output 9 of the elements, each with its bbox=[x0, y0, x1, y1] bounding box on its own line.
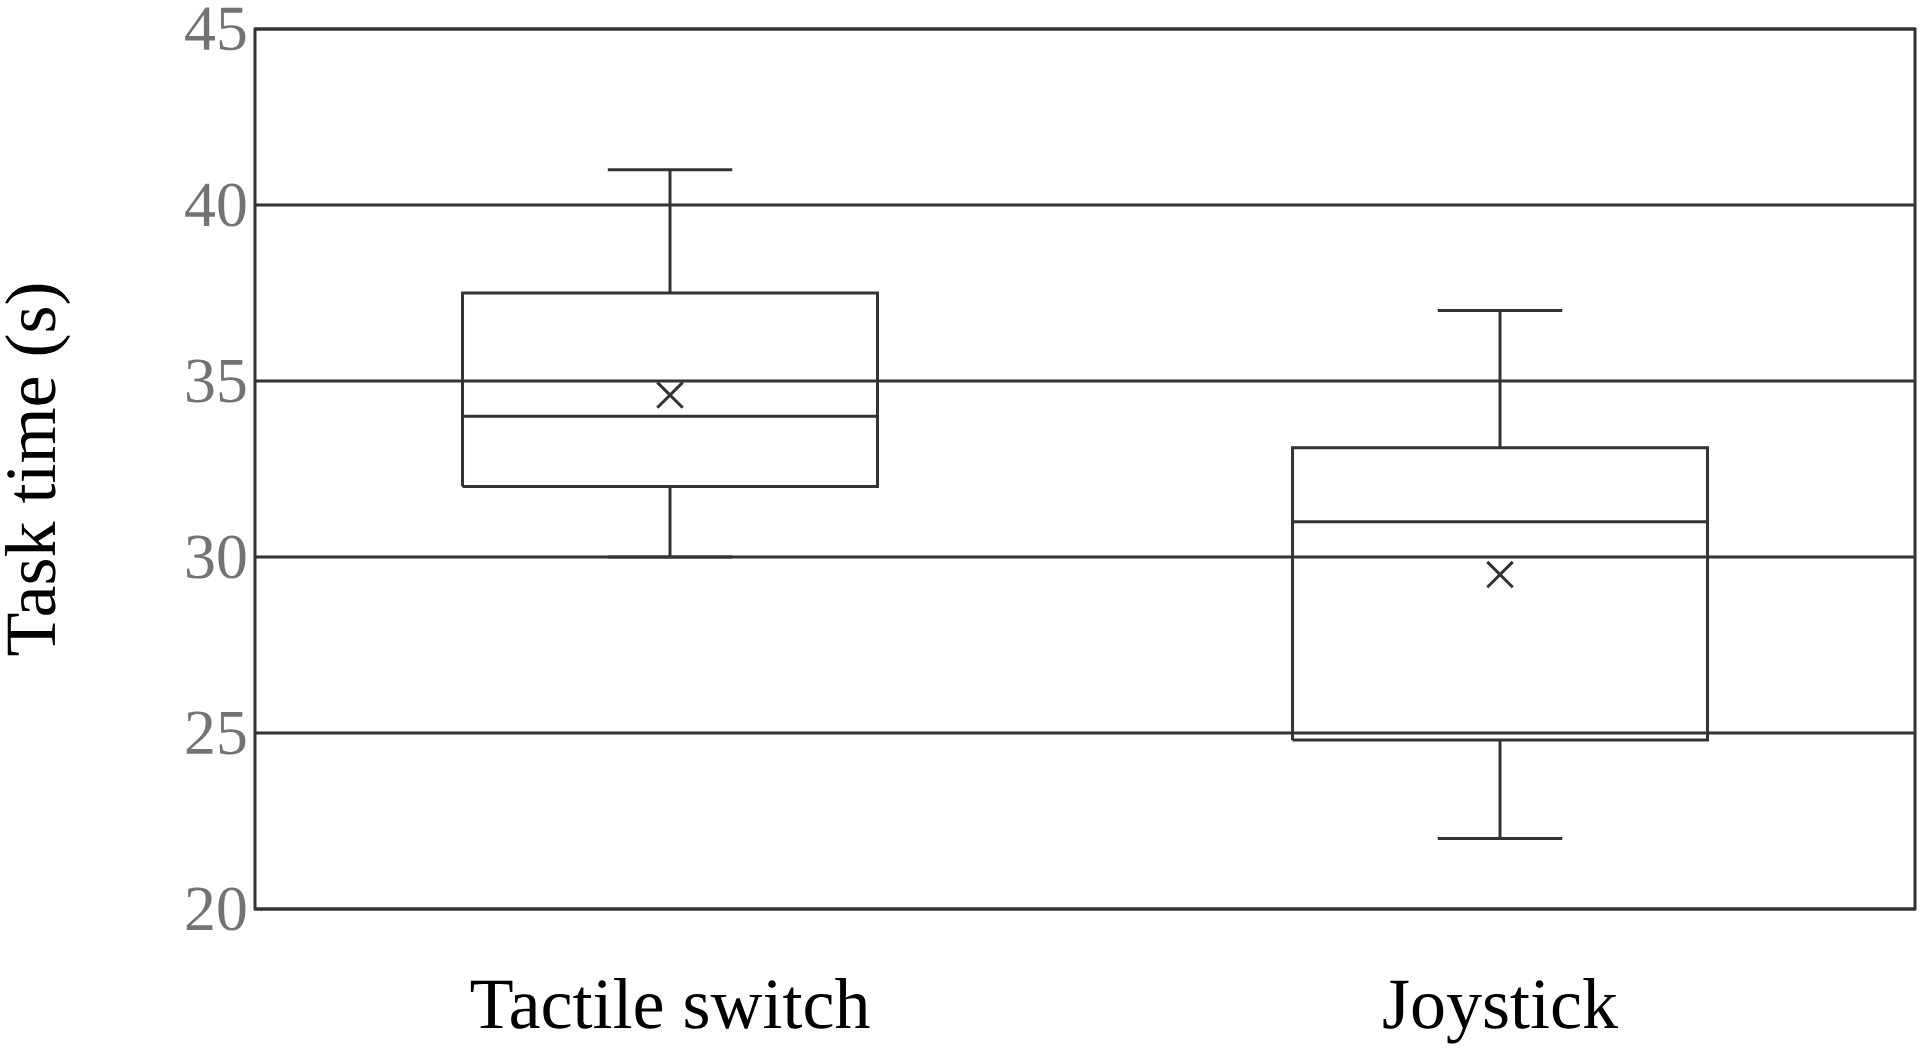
y-tick-label: 25 bbox=[186, 711, 246, 755]
y-tick-label: 20 bbox=[186, 887, 246, 931]
y-tick-label: 30 bbox=[187, 535, 246, 579]
y-tick-label: 35 bbox=[187, 359, 246, 403]
x-tick-label: Tactile switch bbox=[470, 978, 870, 1029]
x-tick-label: Joystick bbox=[1383, 978, 1619, 1044]
y-axis-title: Task time (s) bbox=[4, 284, 71, 656]
y-tick-label: 45 bbox=[185, 7, 246, 51]
y-tick-label: 40 bbox=[185, 183, 246, 227]
